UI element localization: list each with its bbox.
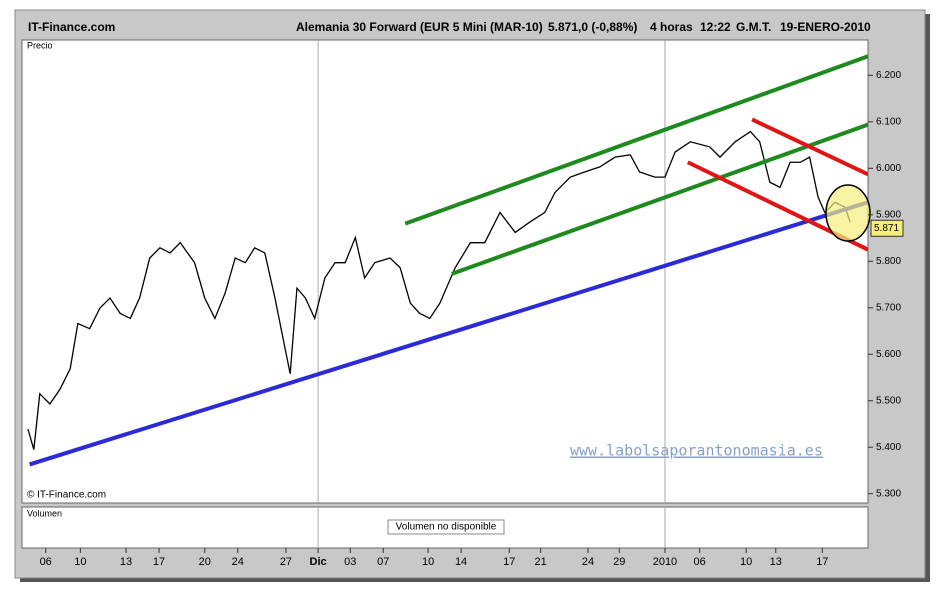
time: 12:22 [700, 20, 731, 34]
x-tick-label: 10 [422, 556, 434, 568]
x-tick-label: 17 [153, 556, 165, 568]
last-price-label: 5.871 [874, 223, 899, 234]
y-tick-label: 5.700 [876, 302, 901, 313]
trendline [751, 117, 868, 177]
price-panel [21, 39, 869, 504]
x-tick-label: 13 [770, 556, 782, 568]
trendline [451, 122, 868, 276]
price-line [27, 130, 851, 450]
y-tick-label: 5.500 [876, 395, 901, 406]
quote: 5.871,0 (-0,88%) [548, 20, 637, 34]
site-name: IT-Finance.com [28, 20, 115, 34]
volume-note: Volumen no disponible [396, 522, 497, 533]
last-price-box [870, 219, 904, 237]
copyright: © IT-Finance.com [27, 490, 106, 501]
x-tick-label: 10 [740, 556, 752, 568]
x-tick-label: 07 [377, 556, 389, 568]
x-tick-label: 24 [232, 556, 244, 568]
x-tick-label: 14 [455, 556, 467, 568]
x-tick-label: 27 [280, 556, 292, 568]
x-tick-label: 06 [694, 556, 706, 568]
x-tick-label: 2010 [653, 556, 677, 568]
x-tick-label: 13 [120, 556, 132, 568]
x-tick-label: 24 [582, 556, 594, 568]
volume-note-box [387, 519, 505, 535]
volume-label: Volumen [27, 508, 62, 518]
date: 19-ENERO-2010 [780, 20, 871, 34]
trendline [404, 54, 868, 226]
y-tick-label: 5.300 [876, 488, 901, 499]
y-tick-label: 5.900 [876, 209, 901, 220]
highlight-circle [825, 184, 871, 242]
panel-label: Precio [27, 40, 53, 50]
x-tick-label: 20 [199, 556, 211, 568]
y-tick-label: 6.000 [876, 163, 901, 174]
x-tick-label: 10 [74, 556, 86, 568]
y-tick-label: 6.200 [876, 70, 901, 81]
y-tick-label: 5.800 [876, 256, 901, 267]
x-tick-label: 06 [40, 556, 52, 568]
timezone: G.M.T. [736, 20, 771, 34]
y-tick-label: 6.100 [876, 116, 901, 127]
y-tick-label: 5.400 [876, 442, 901, 453]
x-tick-label: 17 [503, 556, 515, 568]
y-tick-label: 5.600 [876, 349, 901, 360]
x-tick-label: 21 [534, 556, 546, 568]
chart-title: Alemania 30 Forward (EUR 5 Mini (MAR-10) [296, 20, 543, 34]
period: 4 horas [650, 20, 693, 34]
x-tick-label: 03 [344, 556, 356, 568]
x-tick-label: 29 [613, 556, 625, 568]
x-tick-label: 17 [816, 556, 828, 568]
watermark: www.labolsaporantonomasia.es [570, 442, 823, 460]
x-tick-label: Dic [310, 556, 327, 568]
trendline [29, 200, 868, 467]
